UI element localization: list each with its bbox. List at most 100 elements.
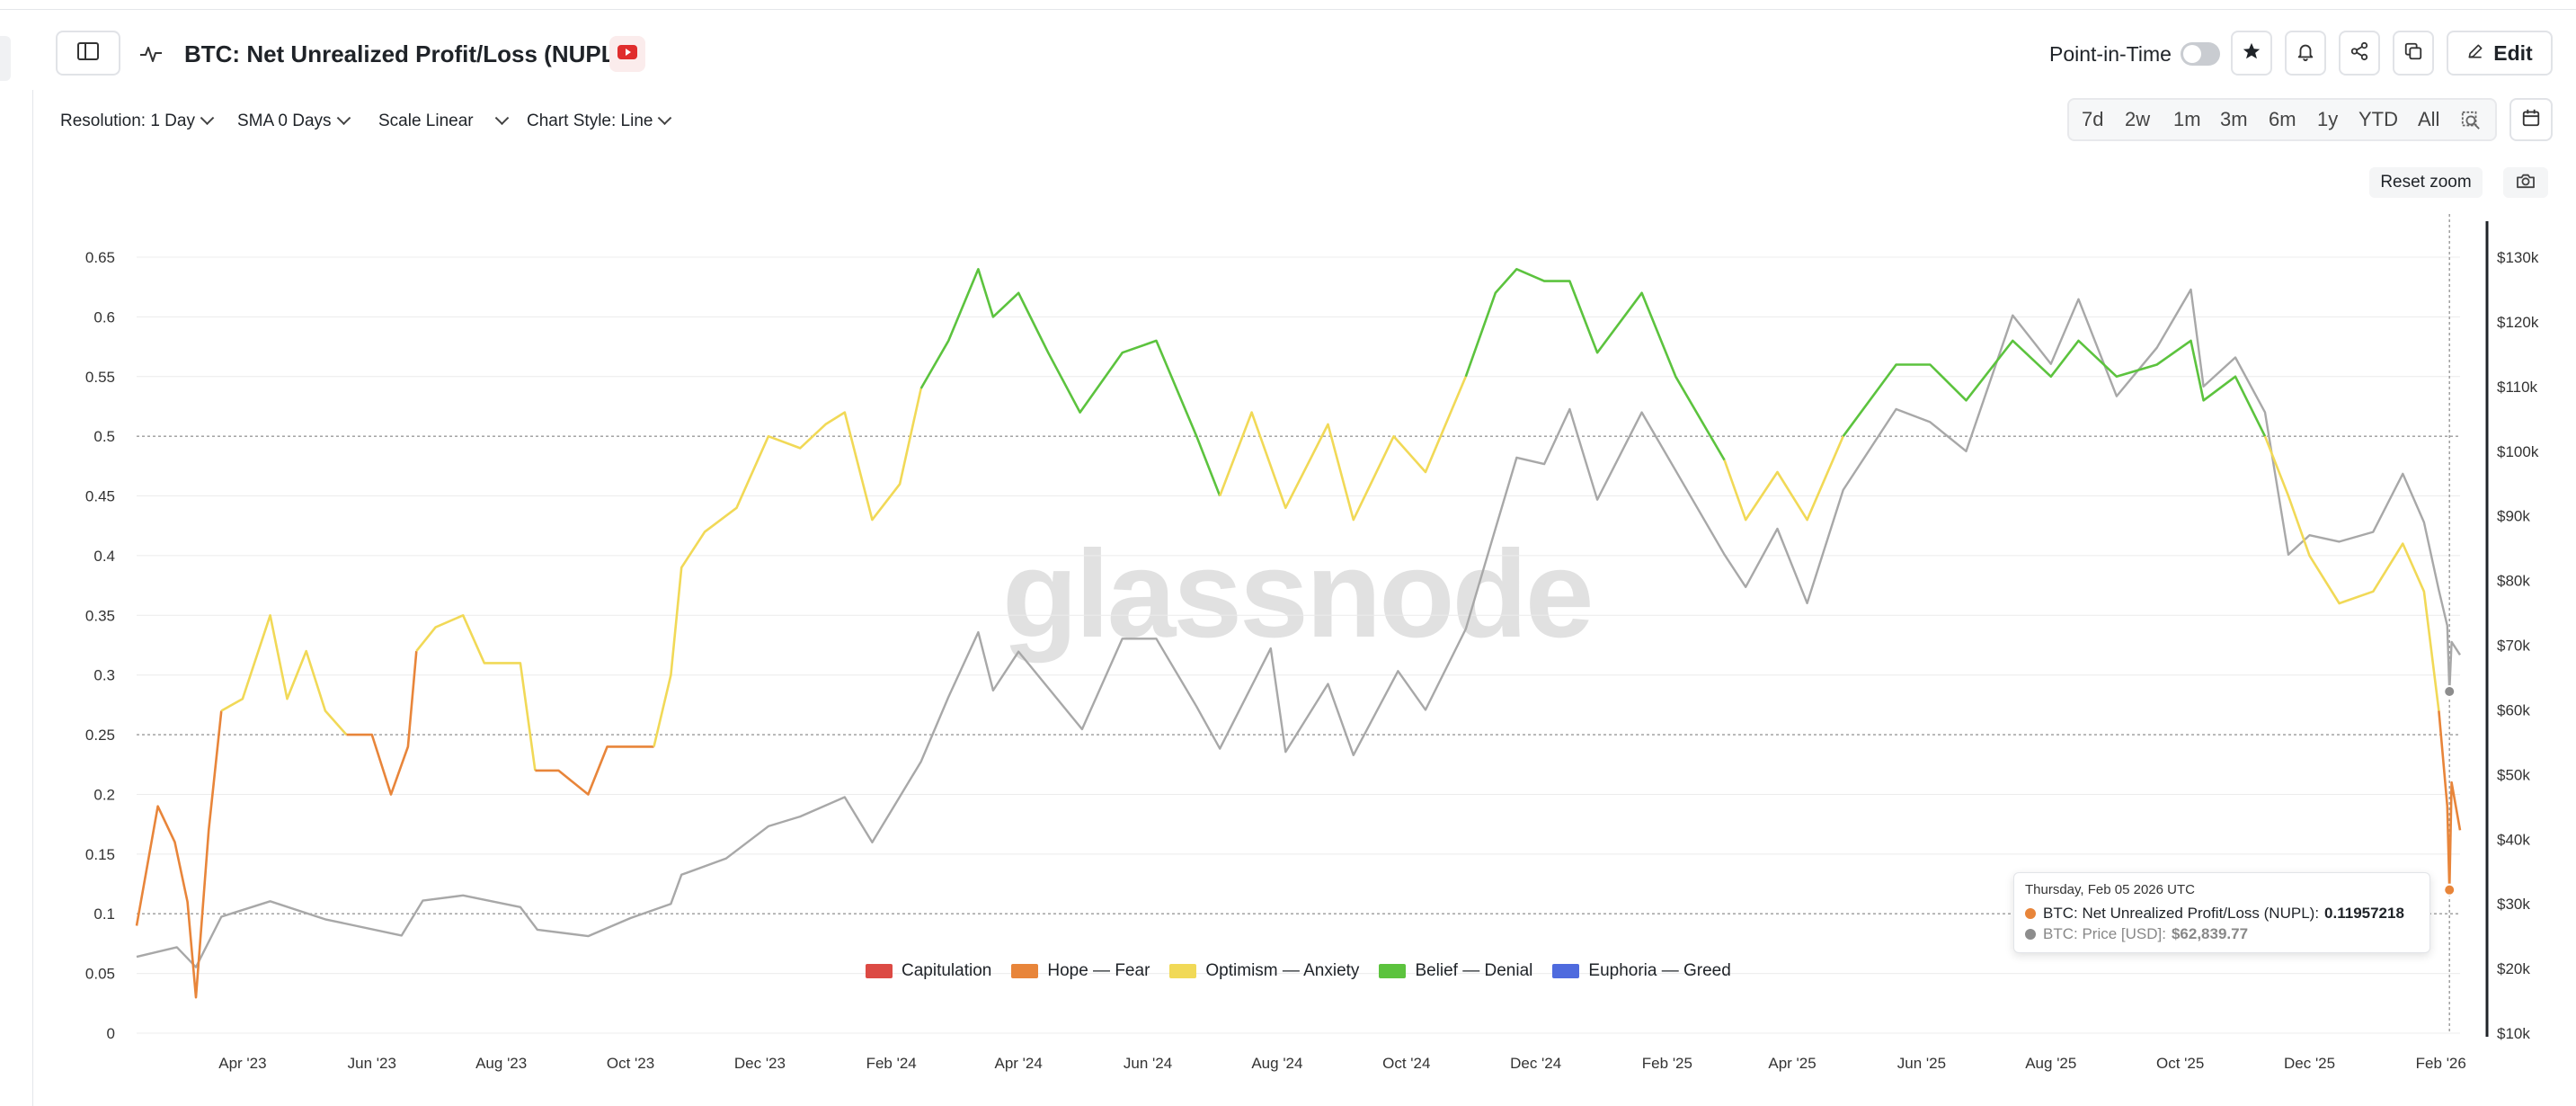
point-in-time-label: Point-in-Time [2049,42,2172,66]
x-tick-label: Dec '24 [1510,1055,1561,1072]
reset-zoom-button[interactable]: Reset zoom [2369,167,2483,198]
y-tick-label-left: 0 [107,1025,115,1042]
x-tick-label: Aug '23 [475,1055,527,1072]
legend-item-optimism-anxiety[interactable]: Optimism — Anxiety [1169,961,1359,981]
nupl-line-segment [135,710,223,999]
star-icon [2242,41,2261,66]
y-tick-label-left: 0.05 [85,966,115,983]
x-tick-label: Dec '25 [2284,1055,2335,1072]
range-selector: 7d 2w 1m 3m 6m 1y YTD All [2067,98,2497,141]
camera-icon [2516,173,2536,193]
legend-item-belief-denial[interactable]: Belief — Denial [1379,961,1532,981]
pencil-icon [2466,42,2484,65]
range-3m-button[interactable]: 3m [2220,108,2248,130]
page-title: BTC: Net Unrealized Profit/Loss (NUPL) [184,40,624,67]
y-tick-label-left: 0.55 [85,369,115,386]
y-tick-label-right: $120k [2497,314,2539,331]
tooltip-price-row: BTC: Price [USD]: $62,839.77 [2025,923,2419,944]
sidebar-toggle-button[interactable] [56,31,120,76]
screenshot-button[interactable] [2503,167,2548,198]
x-tick-label: Aug '24 [1251,1055,1302,1072]
y-tick-label-left: 0.35 [85,607,115,624]
chart-legend: Capitulation Hope — Fear Optimism — Anxi… [866,960,1751,982]
nupl-line-segment [2263,435,2440,711]
share-button[interactable] [2339,31,2380,76]
tooltip-nupl-label: BTC: Net Unrealized Profit/Loss (NUPL): [2043,904,2320,922]
y-tick-label-left: 0.3 [93,667,115,684]
y-tick-label-right: $100k [2497,443,2539,460]
y-tick-label-left: 0.65 [85,249,115,266]
sma-dropdown[interactable]: SMA 0 Days [237,106,351,137]
chart-style-label: Chart Style: Line [527,111,653,130]
y-tick-label-left: 0.4 [93,548,115,565]
tooltip-dot [2025,928,2036,940]
y-tick-label-right: $90k [2497,508,2530,525]
duplicate-button[interactable] [2393,31,2434,76]
range-all-button[interactable]: All [2418,108,2440,130]
tooltip-price-label: BTC: Price [USD]: [2043,924,2166,942]
y-tick-label-right: $60k [2497,701,2530,718]
range-1m-button[interactable]: 1m [2173,108,2201,130]
video-tutorial-button[interactable] [609,36,645,72]
range-2w-button[interactable]: 2w [2125,108,2151,130]
x-tick-label: Oct '25 [2156,1055,2204,1072]
tooltip-nupl-row: BTC: Net Unrealized Profit/Loss (NUPL): … [2025,903,2419,923]
edit-button[interactable]: Edit [2447,31,2553,76]
tooltip-nupl-value: 0.11957218 [2324,904,2404,922]
toggle-knob [2183,45,2201,63]
y-tick-label-right: $130k [2497,249,2539,266]
chart-style-dropdown[interactable]: Chart Style: Line [527,106,672,137]
y-tick-label-right: $110k [2497,379,2538,396]
left-rail-handle[interactable] [0,36,11,81]
resolution-dropdown[interactable]: Resolution: 1 Day [60,106,215,137]
date-range-button[interactable] [2509,98,2553,141]
y-tick-label-left: 0.1 [93,905,115,923]
tooltip-date: Thursday, Feb 05 2026 UTC [2025,882,2195,897]
zoom-select-icon[interactable] [2461,111,2481,135]
x-tick-label: Dec '23 [734,1055,786,1072]
y-tick-label-left: 0.15 [85,846,115,863]
legend-swatch [1011,964,1039,978]
x-tick-label: Jun '23 [348,1055,396,1072]
legend-label: Belief — Denial [1415,961,1533,980]
edit-label: Edit [2493,40,2533,65]
chart-tooltip: Thursday, Feb 05 2026 UTC BTC: Net Unrea… [2013,872,2430,953]
legend-swatch [1379,964,1407,978]
scale-dropdown[interactable]: Scale Linear [378,106,509,137]
nupl-line-segment [1723,435,1844,522]
legend-item-capitulation[interactable]: Capitulation [866,961,991,981]
range-7d-button[interactable]: 7d [2082,108,2104,130]
range-6m-button[interactable]: 6m [2269,108,2296,130]
share-icon [2349,41,2369,66]
x-tick-label: Apr '24 [994,1055,1042,1072]
legend-label: Capitulation [902,961,992,980]
y-tick-label-right: $70k [2497,638,2530,655]
legend-swatch [866,964,893,978]
tooltip-dot [2025,907,2036,919]
favorite-button[interactable] [2231,31,2272,76]
youtube-icon [617,44,637,64]
x-tick-label: Apr '23 [218,1055,266,1072]
sidebar-panel-icon [77,41,99,65]
legend-item-hope-fear[interactable]: Hope — Fear [1011,961,1150,981]
nupl-line-segment [415,613,537,772]
range-1y-button[interactable]: 1y [2317,108,2339,130]
alert-button[interactable] [2285,31,2326,76]
nupl-line-segment [653,388,922,747]
legend-swatch [1169,964,1197,978]
y-tick-label-left: 0.45 [85,488,115,505]
legend-item-euphoria-greed[interactable]: Euphoria — Greed [1552,961,1731,981]
y-tick-label-left: 0.2 [93,786,115,803]
x-tick-label: Jun '25 [1897,1055,1946,1072]
price-line [136,288,2462,968]
sma-label: SMA 0 Days [237,111,332,130]
point-in-time-toggle[interactable] [2181,42,2220,66]
x-tick-label: Feb '24 [866,1055,917,1072]
x-tick-label: Apr '25 [1768,1055,1816,1072]
top-rule [0,9,2576,10]
nupl-hover-marker [2443,883,2456,896]
y-tick-label-right: $30k [2497,896,2530,913]
range-ytd-button[interactable]: YTD [2358,108,2398,130]
price-hover-marker [2443,684,2456,698]
